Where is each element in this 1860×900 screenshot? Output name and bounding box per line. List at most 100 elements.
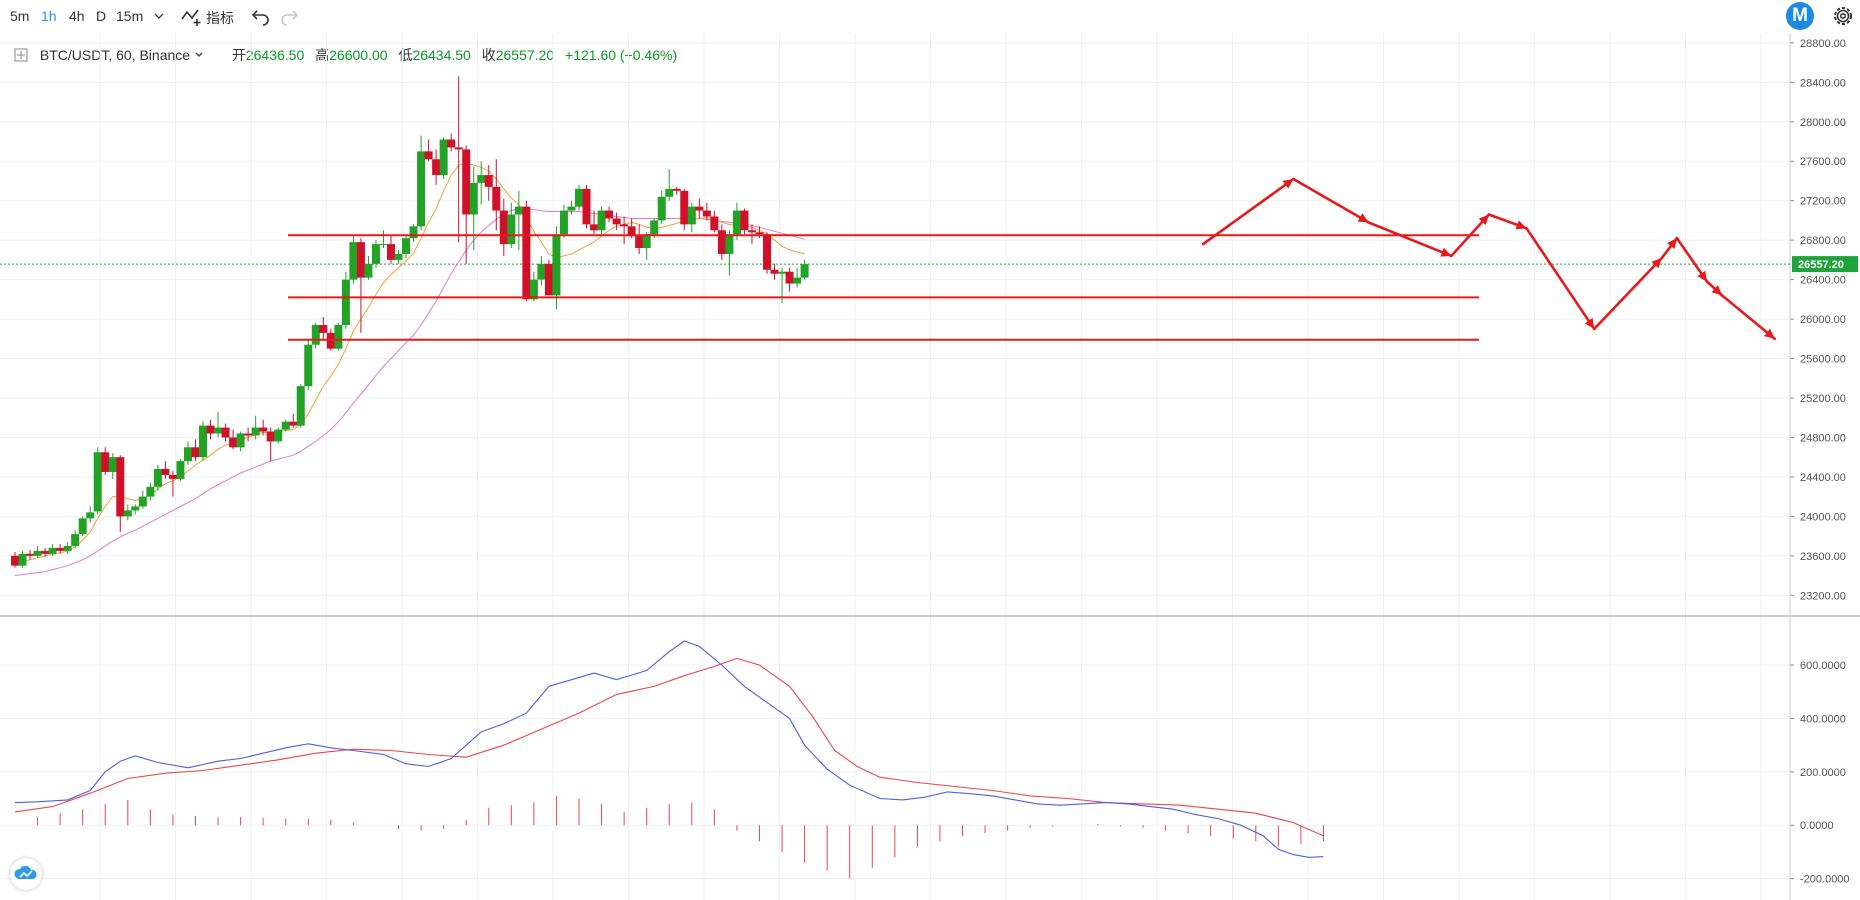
macd-y-tick-label: 400.0000: [1800, 713, 1846, 725]
brand-logo: M: [1786, 2, 1814, 30]
candle-body: [191, 447, 200, 458]
candle-body: [296, 386, 305, 426]
indicators-icon[interactable]: [180, 5, 204, 27]
macd-y-tick-label: 600.0000: [1800, 660, 1846, 672]
candle-body: [417, 151, 426, 227]
candle-body: [251, 427, 260, 436]
close-label: 收: [481, 47, 496, 63]
candle-body: [289, 421, 298, 426]
forecast-arrowhead: [1651, 257, 1662, 269]
candle-body: [559, 210, 568, 235]
candle-body: [236, 433, 245, 448]
candle-body: [590, 224, 599, 231]
interval-1h[interactable]: 1h: [41, 8, 57, 24]
candle-body: [785, 271, 794, 284]
forecast-arrowhead: [1515, 220, 1527, 230]
interval-5m[interactable]: 5m: [10, 8, 30, 24]
macd-y-tick-label: -200.0000: [1800, 874, 1850, 886]
candle-body: [341, 279, 350, 325]
candle-body: [18, 553, 27, 566]
interval-d[interactable]: D: [96, 8, 107, 24]
candle-body: [274, 429, 283, 442]
y-tick-label: 25200.00: [1800, 393, 1846, 405]
gear-icon[interactable]: [1830, 3, 1856, 29]
candle-body: [229, 437, 238, 448]
symbol-selector[interactable]: BTC/USDT, 60, Binance: [39, 47, 191, 63]
indicators-button[interactable]: 指标: [206, 10, 234, 26]
candle-body: [514, 206, 523, 215]
macd-y-tick-label: 200.0000: [1800, 767, 1846, 779]
candle-body: [199, 425, 207, 458]
candle-body: [266, 431, 275, 442]
forecast-arrowhead: [1282, 178, 1294, 189]
interval-4h[interactable]: 4h: [69, 8, 85, 24]
candle-body: [334, 324, 343, 349]
candle-body: [41, 550, 50, 554]
interval-15m[interactable]: 15m: [116, 8, 144, 24]
last-price-tag: [1792, 256, 1858, 273]
candle-body: [469, 182, 478, 215]
candle-body: [717, 230, 726, 254]
macd-line: [14, 640, 1324, 858]
candle-body: [650, 220, 659, 235]
candle-body: [394, 253, 403, 260]
open-label: 开: [231, 47, 246, 63]
candle-body: [800, 264, 809, 278]
candle-body: [48, 547, 57, 554]
top-toolbar: 5m 1h 4h D 15m 指标 M: [0, 0, 1860, 33]
candle-body: [544, 263, 553, 296]
candle-body: [477, 175, 486, 183]
candle-body: [507, 214, 516, 245]
candle-body: [680, 190, 689, 225]
candle-body: [770, 269, 779, 274]
undo-icon[interactable]: [251, 6, 271, 26]
candle-body: [56, 547, 65, 551]
candle-body: [281, 421, 290, 430]
candle-body: [206, 425, 215, 434]
candle-body: [665, 188, 674, 197]
chevron-down-icon[interactable]: [152, 6, 166, 26]
candle-body: [123, 510, 132, 517]
forecast-arrowhead: [1478, 214, 1489, 226]
candle-body: [221, 427, 230, 438]
macd-y-tick-label: 0.0000: [1800, 820, 1834, 832]
candle-body: [259, 427, 268, 432]
candle-body: [567, 206, 576, 211]
candle-body: [582, 188, 591, 225]
candle-body: [575, 188, 583, 207]
candle-body: [439, 139, 448, 176]
candle-body: [432, 159, 441, 176]
signal-line: [14, 657, 1324, 837]
candle-body: [462, 149, 471, 215]
close-value: 26557.20: [495, 47, 555, 63]
y-tick-label: 27600.00: [1800, 156, 1846, 168]
candle-body: [492, 186, 501, 211]
y-tick-label: 26000.00: [1800, 314, 1846, 326]
candle-body: [93, 452, 102, 512]
forecast-arrowhead: [1584, 318, 1595, 329]
candle-body: [763, 234, 771, 270]
y-tick-label: 27200.00: [1800, 196, 1846, 208]
y-tick-label: 23600.00: [1800, 551, 1846, 563]
candle-body: [657, 196, 666, 221]
high-value: 26600.00: [329, 47, 388, 63]
candle-body: [620, 224, 629, 227]
cloud-button[interactable]: [10, 858, 42, 890]
forecast-arrow-segment: [1292, 177, 1370, 224]
candle-body: [33, 550, 42, 556]
forecast-arrowhead: [1357, 213, 1369, 223]
candle-body: [349, 242, 358, 280]
candle-body: [642, 234, 651, 249]
candle-body: [778, 271, 787, 274]
candle-body: [740, 210, 749, 231]
candle-body: [78, 518, 87, 535]
symbol-chevron-icon[interactable]: [194, 50, 204, 60]
candle-body: [725, 234, 734, 254]
candle-body: [755, 232, 764, 235]
expand-icon[interactable]: [14, 48, 28, 62]
candle-body: [379, 244, 388, 246]
redo-icon[interactable]: [279, 6, 299, 26]
candle-body: [499, 210, 508, 245]
candle-body: [695, 206, 704, 211]
